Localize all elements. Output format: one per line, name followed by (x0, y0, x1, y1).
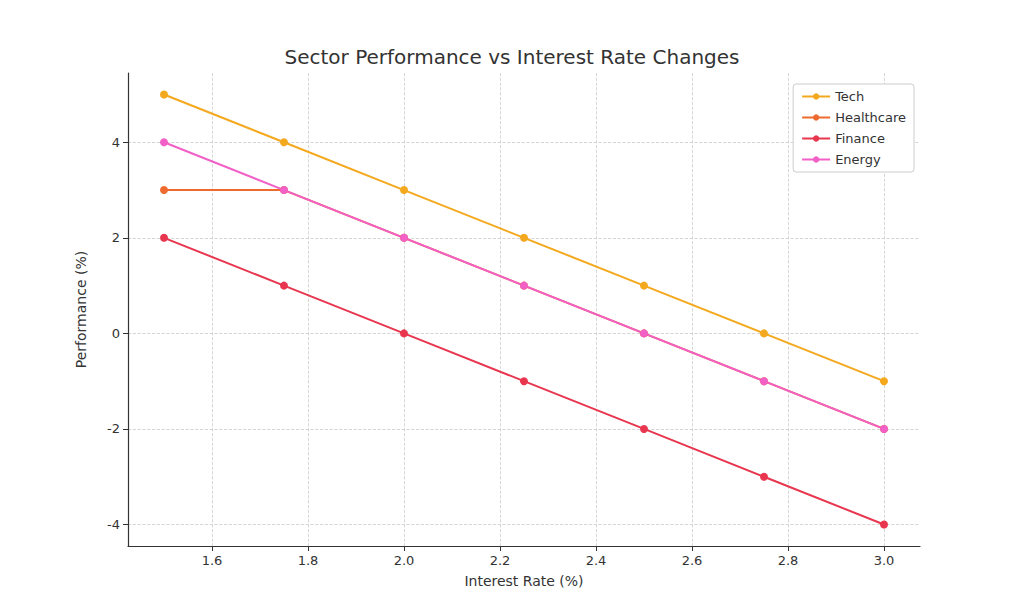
svg-text:Healthcare: Healthcare (835, 110, 906, 125)
svg-text:1.8: 1.8 (298, 553, 319, 568)
svg-text:-4: -4 (107, 517, 120, 532)
svg-text:1.6: 1.6 (202, 553, 223, 568)
svg-text:0: 0 (112, 326, 120, 341)
svg-text:2.0: 2.0 (394, 553, 415, 568)
svg-text:4: 4 (112, 135, 120, 150)
svg-text:Performance (%): Performance (%) (73, 251, 89, 368)
svg-text:2: 2 (112, 230, 120, 245)
svg-text:Energy: Energy (835, 152, 881, 167)
svg-text:2.4: 2.4 (586, 553, 607, 568)
svg-text:Finance: Finance (835, 131, 885, 146)
svg-text:-2: -2 (107, 421, 120, 436)
svg-text:3.0: 3.0 (874, 553, 895, 568)
svg-text:2.8: 2.8 (778, 553, 799, 568)
svg-text:Tech: Tech (834, 89, 864, 104)
svg-text:2.2: 2.2 (490, 553, 511, 568)
svg-text:Sector Performance vs Interest: Sector Performance vs Interest Rate Chan… (285, 45, 740, 69)
svg-text:2.6: 2.6 (682, 553, 703, 568)
svg-text:Interest Rate (%): Interest Rate (%) (464, 573, 583, 589)
